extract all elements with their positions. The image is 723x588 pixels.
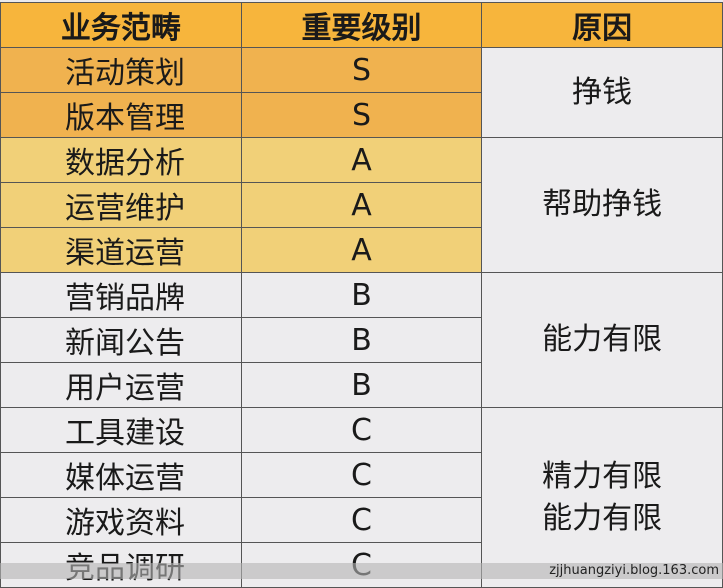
header-reason: 原因 [481, 2, 723, 48]
header-category: 业务范畴 [0, 2, 242, 48]
reason-cell: 精力有限 能力有限 [481, 407, 723, 588]
level-cell: C [240, 452, 483, 498]
level-cell: B [240, 272, 483, 318]
category-cell: 版本管理 [0, 92, 242, 138]
level-cell: A [240, 137, 483, 183]
level-cell: A [240, 182, 483, 228]
table-row: 版本管理 S [0, 92, 723, 138]
reason-line: 能力有限 [542, 500, 663, 536]
header-row: 业务范畴 重要级别 原因 [0, 2, 723, 48]
category-cell: 用户运营 [0, 362, 242, 408]
level-cell: B [240, 317, 483, 363]
level-cell: S [240, 92, 483, 138]
reason-cell: 挣钱 [481, 47, 723, 138]
table-row: 活动策划 S 挣钱 [0, 47, 723, 138]
table-row: 新闻公告 B [0, 317, 723, 363]
category-cell: 运营维护 [0, 182, 242, 228]
category-cell: 渠道运营 [0, 227, 242, 273]
table-row: 运营维护 A [0, 182, 723, 228]
category-cell: 媒体运营 [0, 452, 242, 498]
level-cell: B [240, 362, 483, 408]
watermark: zjjhuangziyi.blog.163.com [0, 563, 723, 579]
category-cell: 新闻公告 [0, 317, 242, 363]
table-row: 渠道运营 A [0, 227, 723, 273]
reason-line: 精力有限 [542, 458, 663, 494]
table-row: 数据分析 A 帮助挣钱 [0, 137, 723, 273]
reason-cell: 能力有限 [481, 272, 723, 408]
reason-cell: 帮助挣钱 [481, 137, 723, 273]
table-row: 游戏资料 C [0, 497, 723, 543]
level-cell: C [240, 407, 483, 453]
category-cell: 工具建设 [0, 407, 242, 453]
header-level: 重要级别 [240, 2, 483, 48]
category-cell: 营销品牌 [0, 272, 242, 318]
table-row: 营销品牌 B 能力有限 [0, 272, 723, 408]
table-row: 工具建设 C 精力有限 能力有限 [0, 407, 723, 588]
level-cell: A [240, 227, 483, 273]
category-cell: 数据分析 [0, 137, 242, 183]
level-cell: S [240, 47, 483, 93]
level-cell: C [240, 497, 483, 543]
table-row: 媒体运营 C [0, 452, 723, 498]
category-cell: 活动策划 [0, 47, 242, 93]
category-cell: 游戏资料 [0, 497, 242, 543]
table-row: 用户运营 B [0, 362, 723, 408]
